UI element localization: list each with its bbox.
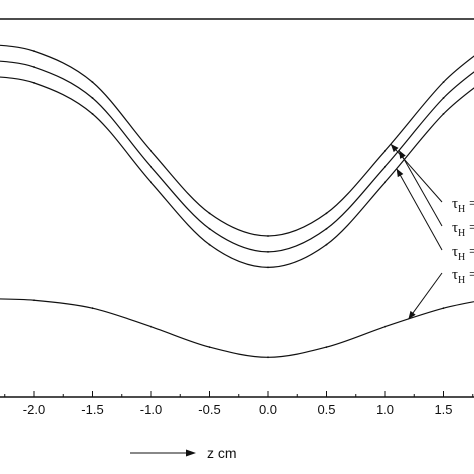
annotation-arrow-head — [408, 310, 416, 320]
series-lines — [0, 44, 474, 359]
annotation-symbol: τ — [452, 244, 458, 260]
data-point — [325, 346, 328, 349]
x-tick-label: 0.0 — [259, 402, 277, 417]
x-tick-label: 0.5 — [317, 402, 335, 417]
annotation-subscript: H — [458, 228, 465, 239]
annotation-arrow-head — [390, 144, 399, 153]
annotation-arrow-head — [396, 168, 404, 178]
x-tick-label: 1.0 — [376, 402, 394, 417]
data-point — [442, 81, 445, 84]
x-tick-label: -0.5 — [198, 402, 220, 417]
data-point — [384, 181, 386, 184]
series-line-1 — [0, 44, 474, 237]
annotation-subscript: H — [458, 252, 465, 263]
data-point — [33, 299, 35, 302]
data-point — [442, 307, 445, 310]
x-axis-ticks: -2.0 -1.5 -1.0 -0.5 0.0 0.5 1.0 1.5 — [4, 391, 474, 417]
x-direction-arrow-head — [186, 449, 196, 457]
annotation-arrow-line — [390, 143, 443, 203]
x-tick-label: -1.0 — [140, 402, 162, 417]
data-point — [33, 66, 35, 68]
annotation-label: τH = — [452, 244, 474, 263]
x-tick-label: -2.0 — [23, 402, 45, 417]
series-line-3 — [0, 76, 474, 268]
data-point — [33, 50, 35, 53]
annotation-label: τH = — [452, 267, 474, 286]
series-line-2 — [0, 60, 474, 253]
annotation-subscript: H — [458, 204, 465, 215]
data-point — [325, 212, 328, 215]
annotation-subscript: H — [458, 275, 465, 286]
annotation-symbol: τ — [452, 267, 458, 283]
data-point — [91, 112, 94, 115]
data-point — [325, 227, 328, 230]
annotation-suffix: = — [465, 196, 474, 212]
data-point — [267, 266, 269, 269]
data-point — [442, 97, 445, 99]
annotation-label: τH = — [452, 196, 474, 215]
annotation-arrow-head — [399, 150, 406, 159]
annotation-symbol: τ — [452, 220, 458, 236]
data-point — [267, 235, 269, 237]
x-axis-label-group: z cm — [130, 445, 237, 461]
data-point — [384, 165, 386, 168]
data-point — [267, 250, 269, 253]
data-point — [150, 150, 152, 152]
annotation-arrow-line — [407, 272, 443, 320]
annotation-symbol: τ — [452, 196, 458, 212]
data-point — [267, 356, 269, 359]
data-point — [150, 181, 152, 184]
x-axis-label: z cm — [207, 445, 237, 461]
data-point — [384, 150, 386, 152]
data-point — [208, 212, 211, 215]
annotation-arrow-line — [396, 168, 443, 251]
data-point — [208, 346, 211, 349]
x-tick-label: -1.5 — [81, 402, 103, 417]
annotation-label: τH = — [452, 220, 474, 239]
data-point — [33, 81, 35, 84]
data-point — [91, 81, 94, 84]
data-point — [442, 112, 445, 115]
annotation-suffix: = — [465, 244, 474, 260]
data-point — [325, 243, 328, 246]
data-point — [208, 227, 211, 230]
data-point — [91, 97, 94, 99]
annotation-suffix: = — [465, 267, 474, 283]
series-line-4 — [0, 298, 474, 358]
data-point — [91, 307, 94, 310]
x-tick-label: 1.5 — [434, 402, 452, 417]
annotation-arrow-line — [398, 150, 443, 227]
data-point — [384, 325, 386, 328]
annotation-suffix: = — [465, 220, 474, 236]
data-point — [150, 165, 152, 168]
data-point — [150, 325, 152, 328]
annotations: τH =τH =τH =τH = — [390, 143, 474, 320]
data-point — [208, 243, 211, 246]
